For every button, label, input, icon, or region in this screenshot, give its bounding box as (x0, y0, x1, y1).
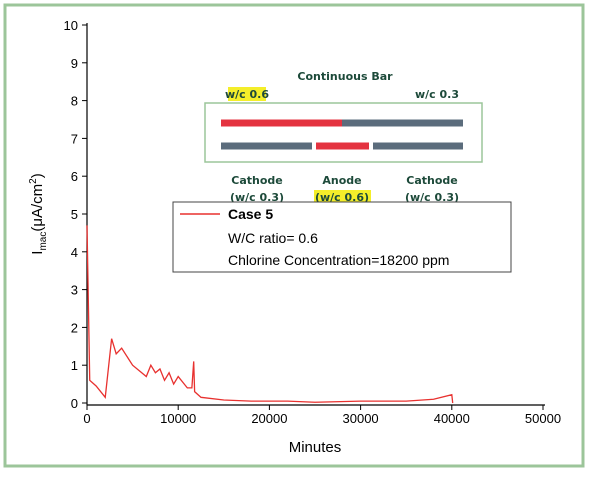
x-tick-label: 50000 (525, 411, 561, 426)
y-tick-label: 3 (71, 283, 78, 298)
inset-label: Cathode (406, 174, 457, 187)
y-tick-label: 9 (71, 56, 78, 71)
highlight (314, 190, 371, 204)
y-tick-label: 8 (71, 94, 78, 109)
inset-label: Cathode (231, 174, 282, 187)
legend-note: Chlorine Concentration=18200 ppm (228, 252, 449, 268)
y-tick-label: 0 (71, 396, 78, 411)
inset-diagram: Continuous Bar w/c 0.6 w/c 0.3 Cathode (w/c … (204, 70, 483, 204)
x-tick-label: 30000 (343, 411, 379, 426)
inset-label: w/c 0.3 (415, 88, 459, 101)
legend-label: Case 5 (228, 206, 273, 222)
inset-box (204, 102, 483, 163)
y-tick-label: 7 (71, 131, 78, 146)
y-tick-label: 6 (71, 169, 78, 184)
y-tick-label: 2 (71, 320, 78, 335)
inset-label: Anode (322, 174, 361, 187)
y-tick-label: 1 (71, 358, 78, 373)
x-tick-label: 20000 (251, 411, 287, 426)
inset-title: Continuous Bar (297, 70, 393, 83)
y-tick-label: 10 (64, 18, 78, 33)
inset-label: (w/c 0.6) (315, 191, 369, 204)
inset-label: w/c 0.6 (225, 88, 269, 101)
inset-label: (w/c 0.3) (405, 191, 459, 204)
x-tick-label: 0 (83, 411, 90, 426)
x-tick-label: 10000 (160, 411, 196, 426)
y-tick-label: 4 (71, 245, 78, 260)
data-line (86, 225, 454, 404)
inset-label: (w/c 0.3) (230, 191, 284, 204)
highlight (228, 87, 266, 101)
legend-box (172, 201, 512, 273)
y-axis-title: Imac(μA/cm2) (28, 173, 49, 254)
x-axis-title: Minutes (289, 439, 342, 456)
legend-note: W/C ratio= 0.6 (228, 230, 318, 246)
x-tick-label: 40000 (434, 411, 470, 426)
y-tick-label: 5 (71, 207, 78, 222)
